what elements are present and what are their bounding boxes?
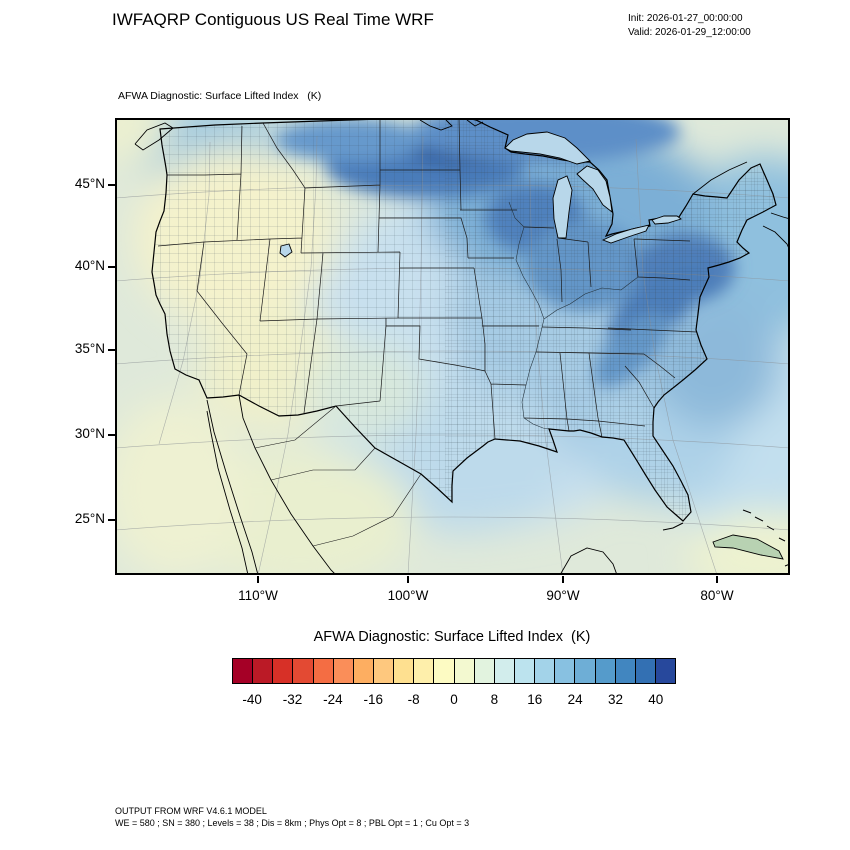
lat-tick-25n [108, 519, 115, 521]
lon-tick-80w [716, 576, 718, 583]
colorbar-tick-label: 8 [490, 692, 499, 707]
colorbar-tick-labels: -40 -32 -24 -16 -8 0 8 16 24 32 40 [232, 692, 676, 710]
colorbar-tick-label: 32 [607, 692, 623, 707]
lat-tick-40n [108, 266, 115, 268]
colorbar [232, 658, 676, 684]
colorbar-cell [555, 659, 576, 683]
colorbar-cell [575, 659, 596, 683]
init-time: Init: 2026-01-27_00:00:00 [628, 13, 743, 24]
colorbar-cell [454, 659, 475, 683]
colorbar-cell [494, 659, 515, 683]
lat-tick-45n [108, 184, 115, 186]
field-label: AFWA Diagnostic: Surface Lifted Index (K… [118, 90, 322, 102]
lake-michigan [552, 175, 573, 239]
footer-line-1: OUTPUT FROM WRF V4.6.1 MODEL [115, 806, 267, 816]
lat-label-30n: 30°N [74, 426, 105, 441]
great-lakes [279, 131, 682, 258]
colorbar-tick-label: 16 [527, 692, 543, 707]
lon-label-100w: 100°W [387, 588, 429, 603]
colorbar-cell [273, 659, 294, 683]
lon-tick-90w [562, 576, 564, 583]
lake-ontario [651, 215, 682, 225]
colorbar-tick-label: 0 [450, 692, 458, 707]
lon-tick-100w [407, 576, 409, 583]
lat-label-45n: 45°N [74, 176, 105, 191]
colorbar-cell [655, 659, 676, 683]
canada-mexico-coastlines [134, 119, 790, 575]
cuba [712, 534, 784, 560]
colorbar-cell [514, 659, 536, 683]
great-salt-lake [279, 243, 293, 258]
colorbar-cell [333, 659, 354, 683]
lake-huron [576, 165, 613, 214]
lon-label-90w: 90°W [546, 588, 580, 603]
lat-tick-35n [108, 349, 115, 351]
valid-time: Valid: 2026-01-29_12:00:00 [628, 27, 751, 38]
colorbar-tick-label: -8 [407, 692, 420, 707]
colorbar-cell [353, 659, 374, 683]
colorbar-cell [474, 659, 495, 683]
colorbar-cell [615, 659, 636, 683]
lake-erie [601, 224, 650, 244]
lat-label-40n: 40°N [74, 258, 105, 273]
colorbar-cell [635, 659, 656, 683]
colorbar-tick-label: 40 [648, 692, 664, 707]
colorbar-cell [293, 659, 314, 683]
colorbar-tick-label: -32 [282, 692, 303, 707]
rivers [508, 201, 639, 430]
colorbar-title: AFWA Diagnostic: Surface Lifted Index (K… [313, 629, 591, 645]
footer-line-2: WE = 580 ; SN = 380 ; Levels = 38 ; Dis … [115, 818, 470, 828]
init-valid-block: Init: 2026-01-27_00:00:00 Valid: 2026-01… [628, 12, 751, 40]
colorbar-cell [373, 659, 395, 683]
mexico-state-lines [254, 405, 422, 547]
state-borders [157, 118, 698, 440]
colorbar-cell [313, 659, 334, 683]
lon-label-80w: 80°W [700, 588, 734, 603]
map-frame-border [115, 118, 790, 575]
lake-superior [504, 131, 591, 165]
map-panel [115, 118, 790, 575]
colorbar-cell [414, 659, 435, 683]
colorbar-cell [434, 659, 455, 683]
colorbar-tick-label: -40 [242, 692, 262, 707]
colorbar-cell [233, 659, 254, 683]
colorbar-cell [394, 659, 415, 683]
colorbar-tick-label: -16 [363, 692, 384, 707]
page-title: IWFAQRP Contiguous US Real Time WRF [112, 10, 434, 29]
colorbar-tick-label: 24 [567, 692, 583, 707]
bahamas-and-keys [662, 509, 790, 567]
colorbar-cell [595, 659, 616, 683]
lon-tick-110w [257, 576, 259, 583]
lon-label-110w: 110°W [238, 588, 278, 603]
lat-tick-30n [108, 434, 115, 436]
lat-label-25n: 25°N [74, 511, 105, 526]
colorbar-tick-label: -24 [323, 692, 343, 707]
colorbar-cell [535, 659, 556, 683]
lat-label-35n: 35°N [74, 341, 105, 356]
conus-map-svg [115, 118, 790, 575]
colorbar-cell [253, 659, 274, 683]
